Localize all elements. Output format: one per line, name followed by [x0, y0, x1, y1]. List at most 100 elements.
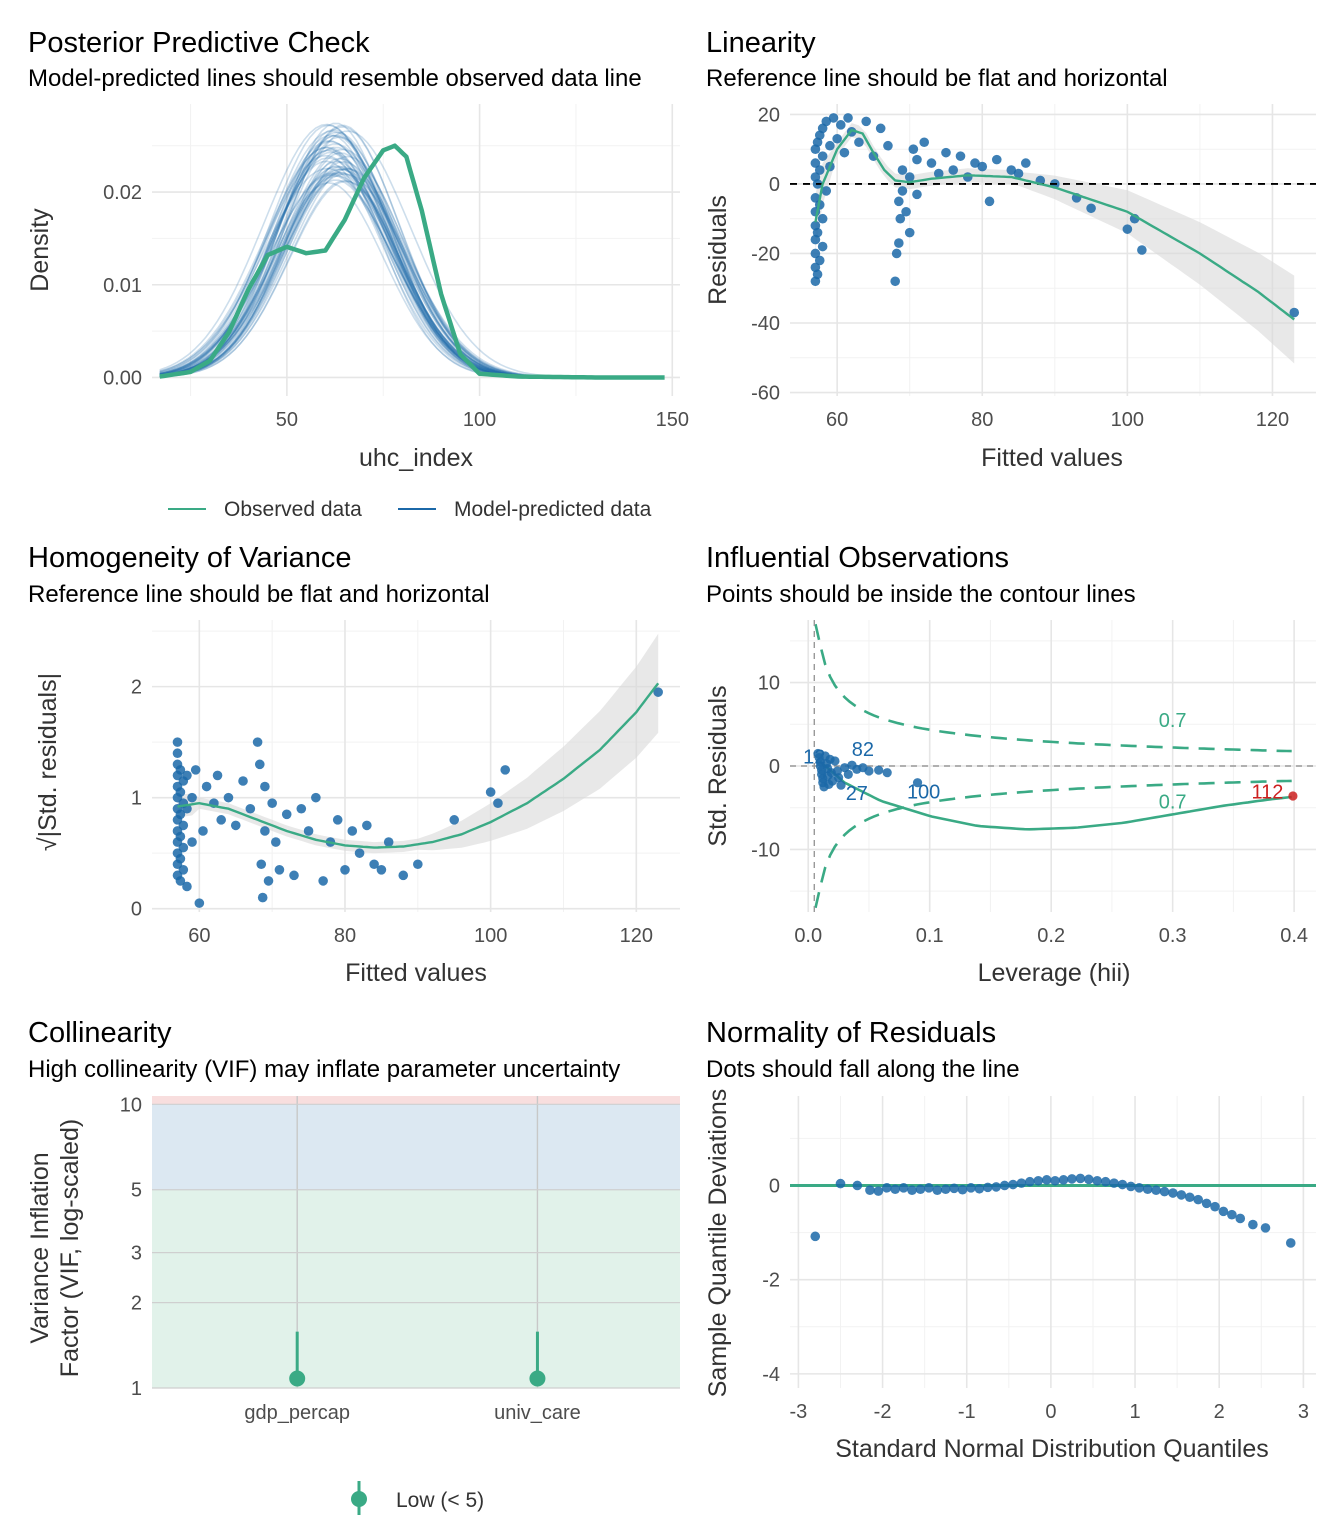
std-residual-point — [289, 871, 299, 881]
quantile-point — [853, 1181, 863, 1191]
influential-subtitle: Points should be inside the contour line… — [706, 581, 1136, 608]
collinearity-y-tick-label: 10 — [120, 1094, 142, 1116]
quantile-point — [1134, 1183, 1144, 1193]
homogeneity-x-tick-label: 120 — [620, 925, 653, 947]
normality-x-tick-label: 2 — [1214, 1401, 1225, 1423]
normality-y-tick-label: -4 — [762, 1364, 780, 1386]
influential-y-tick-label: -10 — [751, 839, 780, 861]
std-residual-point — [377, 865, 387, 875]
quantile-point — [810, 1232, 820, 1242]
collinearity-y-tick-label: 3 — [131, 1243, 142, 1265]
std-residual-point — [384, 837, 394, 847]
normality-subtitle: Dots should fall along the line — [706, 1056, 1020, 1083]
influential-point — [844, 770, 853, 779]
std-residual-point — [258, 893, 268, 903]
quantile-point — [1193, 1195, 1203, 1205]
ppc-y-tick-label: 0.00 — [103, 367, 142, 389]
linearity-x-tick-label: 60 — [826, 409, 848, 431]
homogeneity-x-tick-label: 60 — [188, 925, 210, 947]
std-residual-point — [449, 815, 459, 825]
quantile-point — [1076, 1174, 1086, 1184]
homogeneity-plot-area: 60 80 100 120012 — [131, 620, 680, 947]
residual-point — [854, 137, 864, 147]
residual-point — [883, 141, 893, 151]
quantile-point — [941, 1184, 951, 1194]
influential-y-axis-label: Std. Residuals — [704, 685, 732, 846]
std-residual-point — [362, 821, 372, 831]
normality-x-axis-label: Standard Normal Distribution Quantiles — [835, 1435, 1269, 1463]
quantile-point — [1101, 1177, 1111, 1187]
quantile-point — [949, 1184, 959, 1194]
influential-point — [874, 766, 883, 775]
quantile-point — [1084, 1175, 1094, 1185]
quantile-point — [916, 1184, 926, 1194]
point-id-label: 27 — [846, 783, 868, 805]
vif-zone-moderate — [152, 1104, 680, 1189]
std-residual-point — [224, 793, 234, 803]
residual-point — [815, 256, 825, 266]
quantile-point — [1202, 1199, 1212, 1209]
linearity-x-tick-label: 100 — [1111, 409, 1144, 431]
quantile-point — [924, 1183, 934, 1193]
residual-point — [818, 242, 828, 252]
quantile-point — [865, 1185, 875, 1195]
linearity-subtitle: Reference line should be flat and horizo… — [706, 65, 1168, 92]
collinearity-x-tick-label: gdp_percap — [244, 1402, 350, 1424]
collinearity-plot-area: gdp_percap univ_care123510 — [120, 1094, 680, 1424]
std-residual-point — [179, 843, 189, 853]
residual-point — [1086, 203, 1096, 213]
quantile-point — [1261, 1223, 1271, 1233]
collinearity-y-axis-label-line1: Variance Inflation — [26, 1152, 54, 1343]
residual-point — [894, 238, 904, 248]
point-id-label: 12 — [803, 746, 825, 768]
quantile-point — [1143, 1184, 1153, 1194]
linearity-title: Linearity — [706, 27, 816, 59]
normality-x-tick-label: 1 — [1129, 1401, 1140, 1423]
quantile-point — [1210, 1202, 1220, 1212]
std-residual-point — [275, 865, 285, 875]
residual-point — [825, 141, 835, 151]
homogeneity-x-tick-label: 80 — [334, 925, 356, 947]
quantile-point — [1248, 1220, 1258, 1230]
normality-x-tick-label: -2 — [874, 1401, 892, 1423]
residual-point — [977, 162, 987, 172]
quantile-point — [1160, 1187, 1170, 1197]
quantile-point — [1227, 1210, 1237, 1220]
normality-x-tick-label: 0 — [1045, 1401, 1056, 1423]
ppc-y-axis-label: Density — [26, 208, 54, 292]
residual-point — [894, 197, 904, 207]
point-id-label: 112 — [1251, 782, 1283, 804]
influential-x-tick-label: 0.0 — [794, 925, 822, 947]
collinearity-y-tick-label: 1 — [131, 1378, 142, 1400]
influential-y-tick-label: 0 — [769, 756, 780, 778]
residual-point — [818, 151, 828, 161]
std-residual-point — [182, 771, 192, 781]
quantile-point — [1109, 1178, 1119, 1188]
quantile-point — [1017, 1178, 1027, 1188]
residual-point — [890, 276, 900, 286]
influential-x-axis-label: Leverage (hii) — [978, 959, 1131, 987]
std-residual-point — [246, 804, 256, 814]
normality-plot-area: -3 -2 -1 0 1 2 3-4-20 — [762, 1096, 1316, 1423]
linearity-y-tick-label: 0 — [769, 174, 780, 196]
influential-x-tick-label: 0.4 — [1280, 925, 1308, 947]
quantile-point — [907, 1185, 917, 1195]
homogeneity-y-axis-label: √|Std. residuals| — [34, 673, 62, 851]
std-residual-point — [231, 821, 241, 831]
linearity-panel: Linearity Reference line should be flat … — [704, 27, 1316, 472]
quantile-point — [890, 1184, 900, 1194]
ppc-title: Posterior Predictive Check — [28, 27, 370, 59]
residual-point — [818, 214, 828, 224]
residual-point — [836, 120, 846, 130]
residual-point — [1123, 224, 1133, 234]
ppc-legend: Observed data Model-predicted data — [168, 498, 652, 521]
collinearity-y-tick-label: 5 — [131, 1180, 142, 1202]
ppc-x-axis-label: uhc_index — [359, 444, 473, 472]
point-id-label: 100 — [907, 782, 940, 804]
residual-point — [843, 113, 853, 123]
residual-point — [992, 155, 1002, 165]
std-residual-point — [176, 854, 186, 864]
legend-observed-label: Observed data — [224, 498, 362, 521]
collinearity-y-tick-label: 2 — [131, 1293, 142, 1315]
posterior-predictive-check-panel: Posterior Predictive Check Model-predict… — [26, 27, 689, 521]
